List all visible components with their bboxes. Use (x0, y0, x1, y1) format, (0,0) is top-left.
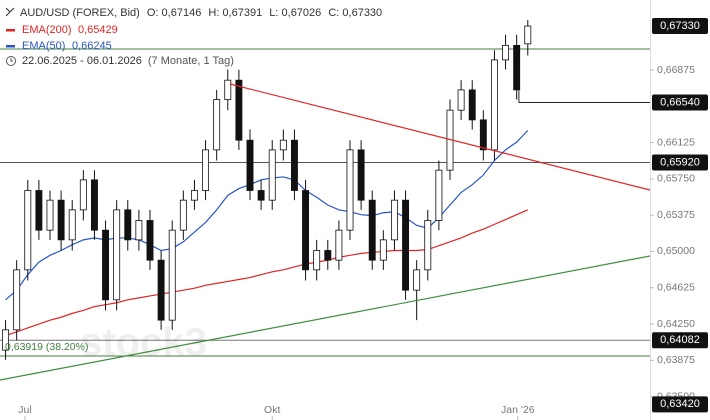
candle-body (179, 199, 187, 231)
x-tick-label: Jan '26 (501, 404, 535, 416)
y-tick-label: 0,66125 (657, 136, 695, 148)
candle-body (502, 44, 510, 61)
collapse-icon[interactable] (5, 7, 15, 17)
candle-body (346, 149, 354, 231)
candle-body (457, 89, 465, 111)
y-tick-label: 0,64625 (657, 282, 695, 294)
candle-body (490, 59, 498, 151)
period-note: (7 Monate, 1 Tag) (148, 55, 234, 67)
period-range: 22.06.2025 - 06.01.2026 (22, 55, 142, 67)
l-value: 0,67026 (282, 7, 322, 19)
candle-body (68, 209, 76, 241)
candle-body (135, 220, 143, 241)
candle-body (302, 190, 310, 271)
candle-body (368, 199, 376, 261)
candle-body (102, 229, 110, 301)
h-label: H: (208, 7, 219, 19)
candle-body (113, 209, 121, 301)
candle-body (524, 25, 532, 45)
candle-body (46, 199, 54, 231)
level-label: 0,67330 (660, 20, 700, 32)
candle-body (468, 89, 476, 121)
header-text: AUD/USD (FOREX, Bid) O: 0,67146 H: 0,673… (20, 7, 382, 19)
l-label: L: (269, 7, 278, 19)
candle-body (168, 229, 176, 321)
clock-hand (10, 58, 13, 62)
level-label: 0,65920 (660, 156, 700, 168)
candle-body (146, 220, 154, 261)
candle-body (24, 190, 32, 271)
candle-body (235, 79, 243, 141)
legend-swatch (6, 45, 15, 48)
level-label: 0,63919 (38.20%) (5, 341, 88, 353)
candle-body (268, 149, 276, 201)
y-tick-label: 0,65375 (657, 209, 695, 221)
candle-body (402, 199, 410, 291)
x-tick-label: Okt (264, 404, 280, 416)
candle-body (246, 139, 254, 191)
o-value: 0,67146 (162, 7, 202, 19)
candle-body (2, 329, 10, 351)
candle-body (157, 259, 165, 321)
plot-area (0, 20, 650, 360)
ema-line (5, 209, 529, 337)
y-tick-label: 0,64250 (657, 318, 695, 330)
symbol: AUD/USD (FOREX, Bid) (20, 7, 140, 19)
c-label: C: (328, 7, 339, 19)
candle-body (57, 199, 65, 241)
candle-body (390, 199, 398, 241)
candle-body (224, 79, 232, 100)
clock-icon (6, 56, 16, 66)
candle-body (335, 229, 343, 261)
candle-body (124, 209, 132, 241)
candle-body (79, 179, 87, 211)
candle-body (35, 190, 43, 231)
y-tick-label: 0,63875 (657, 354, 695, 366)
candle-body (290, 139, 298, 191)
period: 22.06.2025 - 06.01.2026 (7 Monate, 1 Tag) (22, 55, 234, 67)
candle-body (13, 269, 21, 331)
watermark: stock3 (80, 321, 207, 365)
c-value: 0,67330 (342, 7, 382, 19)
candle-body (424, 220, 432, 271)
level-box (652, 396, 708, 413)
level-box (652, 154, 708, 171)
header: AUD/USD (FOREX, Bid) O: 0,67146 H: 0,673… (5, 7, 382, 67)
level-box (652, 332, 708, 349)
candle-body (257, 190, 265, 201)
candle-body (190, 190, 198, 201)
candle-body (324, 250, 332, 261)
trend-line (229, 83, 651, 191)
y-tick-label: 0,65000 (657, 245, 695, 257)
candle-body (202, 149, 210, 191)
candle-body (357, 149, 365, 201)
candle-body (90, 179, 98, 231)
legend-value: 0,66245 (72, 40, 112, 52)
y-tick-label: 0,65750 (657, 173, 695, 185)
legend-name: EMA(50) (22, 40, 65, 52)
trend-line (0, 255, 651, 381)
level-box (652, 94, 708, 111)
h-value: 0,67391 (222, 7, 262, 19)
x-tick-label: Jul (18, 404, 31, 416)
legend-swatch (6, 29, 15, 32)
candle-body (435, 169, 443, 221)
candle-body (313, 250, 321, 271)
candle-body (413, 269, 421, 291)
legend-name: EMA(200) (22, 24, 72, 36)
candle-body (479, 119, 487, 151)
candle-body (513, 44, 521, 91)
candle-body (213, 99, 221, 151)
level-label: 0,66540 (660, 96, 700, 108)
legend-value: 0,65429 (78, 24, 118, 36)
level-label: 0,63420 (660, 398, 700, 410)
o-label: O: (147, 7, 159, 19)
candle-body (379, 239, 387, 261)
y-tick-label: 0,66875 (657, 64, 695, 76)
level-label: 0,64082 (660, 334, 700, 346)
candle-body (279, 139, 287, 151)
level-box (652, 18, 708, 35)
